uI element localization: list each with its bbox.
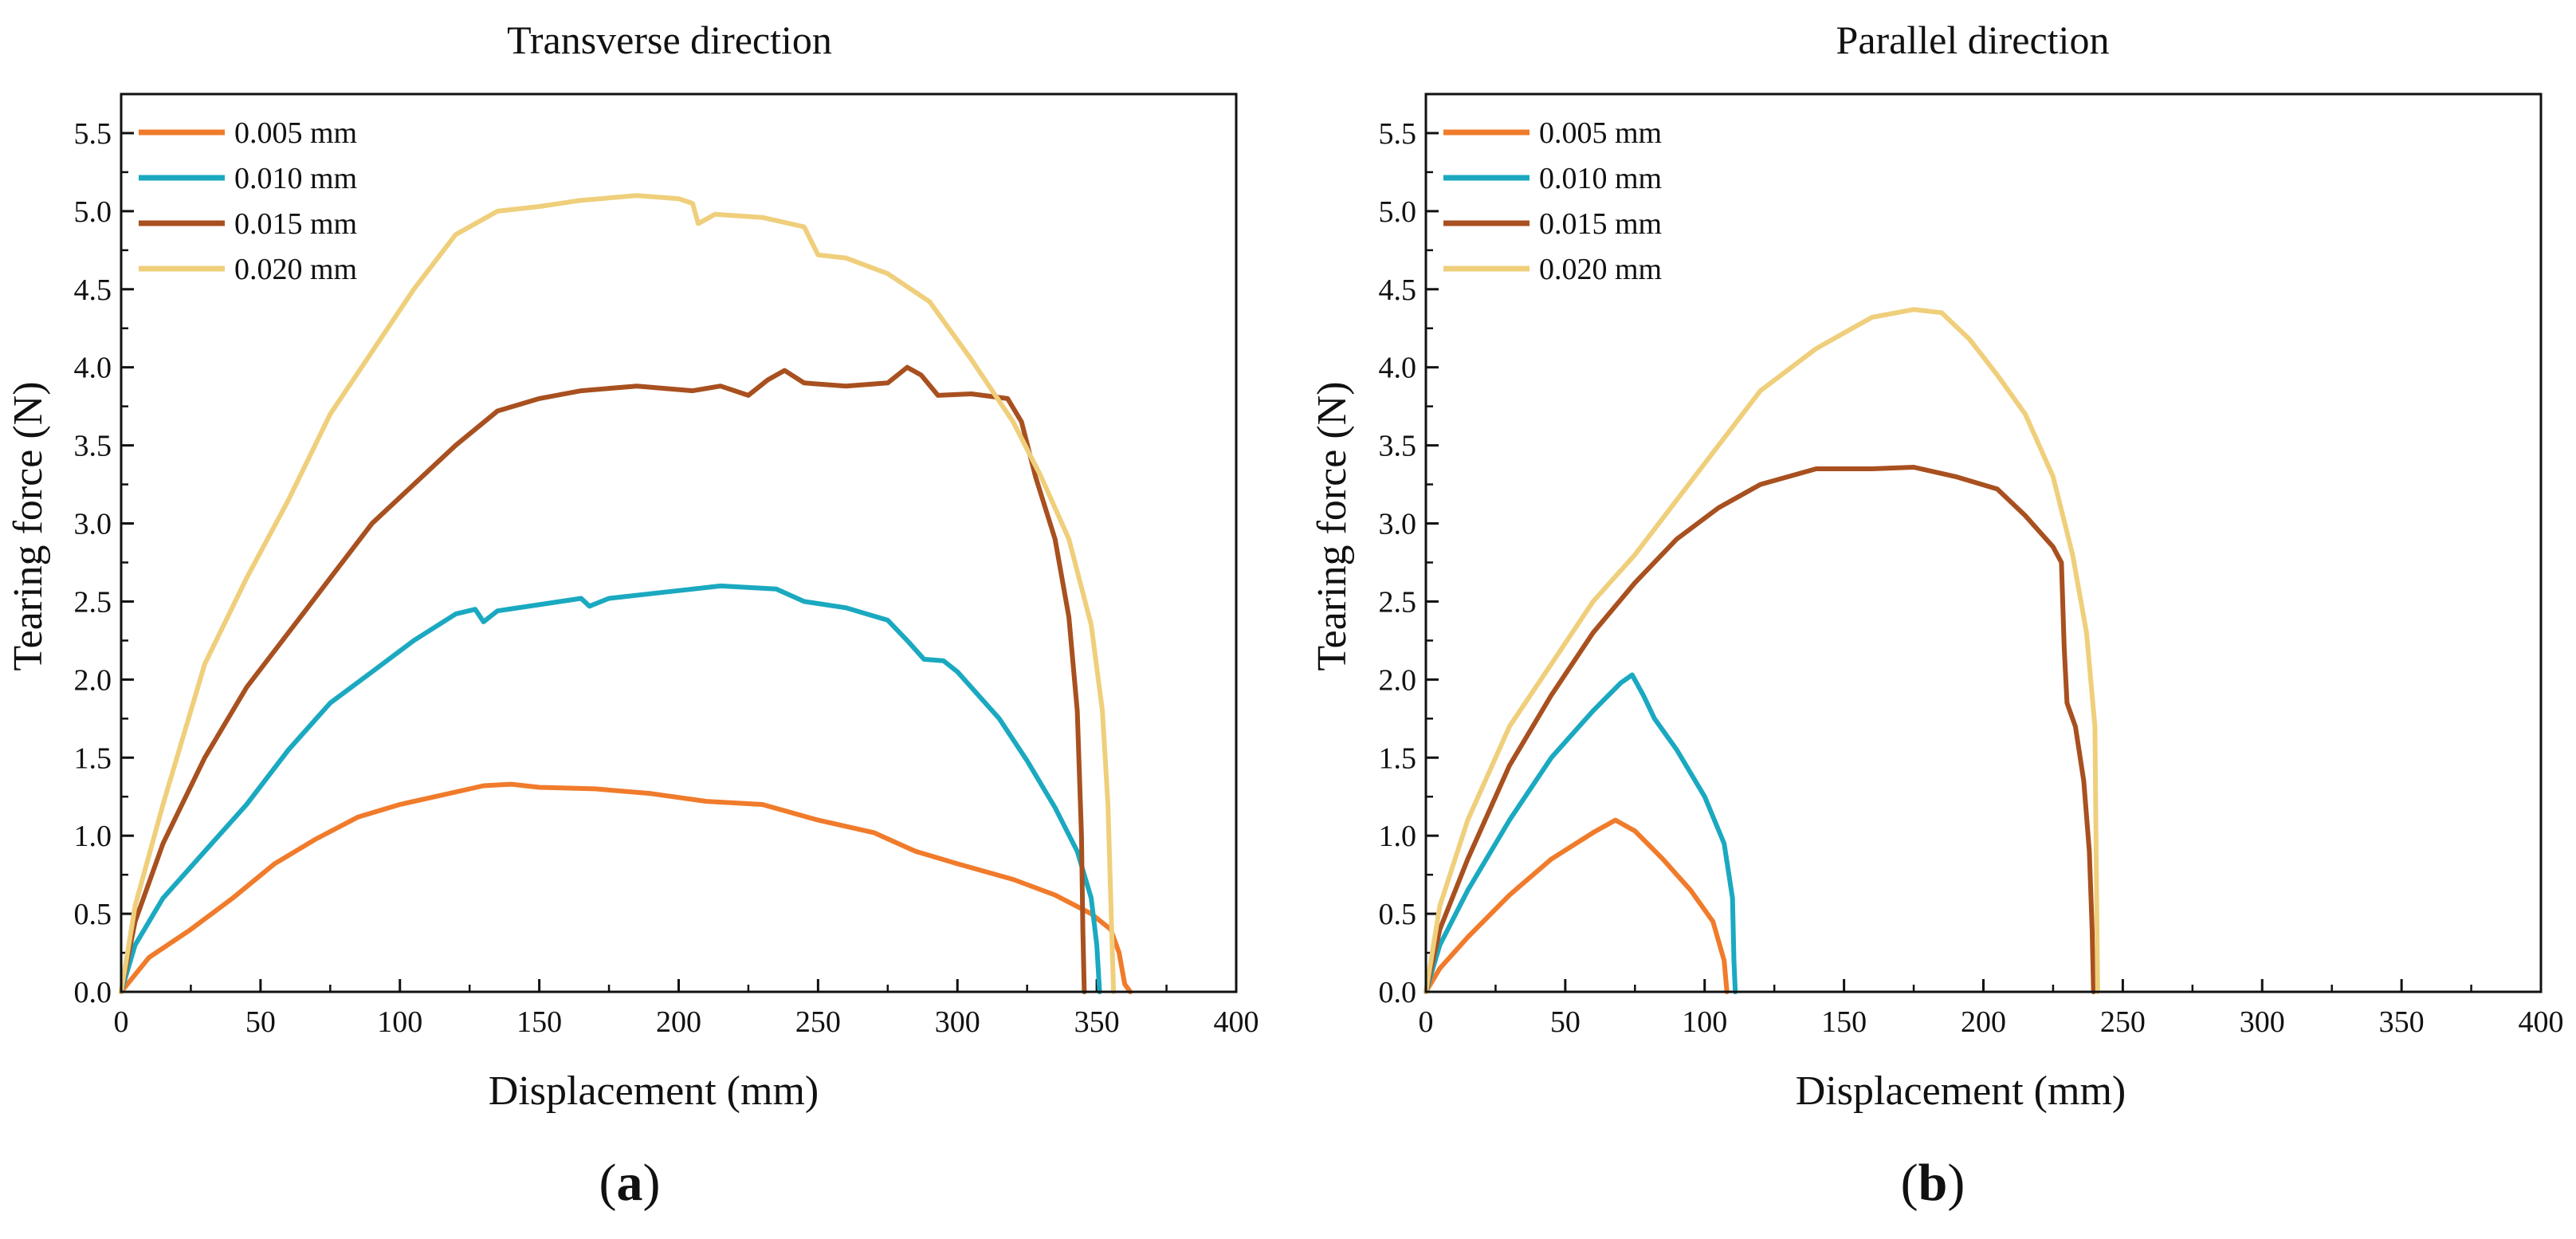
y-tick-label: 5.5 bbox=[1379, 117, 1417, 151]
y-tick-label: 0.5 bbox=[1379, 898, 1417, 931]
y-tick-label: 2.0 bbox=[1379, 663, 1417, 697]
series-line bbox=[119, 364, 1087, 994]
y-tick-label: 3.0 bbox=[1379, 508, 1417, 541]
x-tick-label: 100 bbox=[1682, 1005, 1727, 1039]
y-tick-label: 3.5 bbox=[1379, 430, 1417, 463]
series-line bbox=[119, 781, 1133, 994]
legend-label: 0.020 mm bbox=[234, 253, 357, 286]
y-tick-label: 2.5 bbox=[1379, 585, 1417, 619]
y-tick-label: 5.0 bbox=[1379, 195, 1417, 229]
y-tick-label: 4.0 bbox=[74, 352, 112, 385]
legend-label: 0.005 mm bbox=[1539, 116, 1662, 150]
x-tick-label: 350 bbox=[1074, 1005, 1120, 1039]
x-tick-label: 200 bbox=[656, 1005, 701, 1039]
plot-area-frame bbox=[1424, 92, 2543, 993]
legend-label: 0.010 mm bbox=[234, 162, 357, 195]
legend: 0.005 mm 0.010 mm 0.015 mm 0.020 mm bbox=[139, 116, 357, 286]
y-axis-label: Tearing force (N) bbox=[6, 381, 51, 671]
legend-label: 0.015 mm bbox=[234, 207, 357, 241]
x-tick-label: 300 bbox=[2240, 1005, 2285, 1039]
y-tick-label: 3.5 bbox=[74, 430, 112, 463]
series-line bbox=[119, 583, 1102, 994]
chart-title: Parallel direction bbox=[1836, 18, 2110, 62]
chart-title: Transverse direction bbox=[507, 18, 832, 62]
y-tick-label: 1.0 bbox=[74, 820, 112, 853]
x-axis-label: Displacement (mm) bbox=[489, 1068, 819, 1114]
panel-label: (a) bbox=[599, 1154, 661, 1212]
legend-label: 0.005 mm bbox=[234, 116, 357, 150]
series-line bbox=[1423, 817, 1730, 994]
x-tick-label: 250 bbox=[2100, 1005, 2146, 1039]
x-tick-label: 150 bbox=[516, 1005, 562, 1039]
x-tick-label: 150 bbox=[1821, 1005, 1867, 1039]
x-tick-label: 400 bbox=[1214, 1005, 1259, 1039]
series-line bbox=[1423, 672, 1738, 994]
legend-label: 0.015 mm bbox=[1539, 207, 1662, 241]
y-tick-label: 0.0 bbox=[1379, 976, 1417, 1009]
y-tick-label: 4.5 bbox=[1379, 273, 1417, 307]
x-tick-label: 250 bbox=[795, 1005, 841, 1039]
y-tick-label: 2.5 bbox=[74, 585, 112, 619]
x-tick-label: 50 bbox=[245, 1005, 276, 1039]
chart-panel-parallel: Parallel direction Displacement (mm) Tea… bbox=[1310, 18, 2564, 1212]
plot-area-frame bbox=[120, 92, 1238, 993]
x-axis-label: Displacement (mm) bbox=[1796, 1068, 2126, 1114]
y-tick-label: 1.5 bbox=[74, 741, 112, 775]
legend: 0.005 mm 0.010 mm 0.015 mm 0.020 mm bbox=[1443, 116, 1662, 286]
y-tick-label: 5.5 bbox=[74, 117, 112, 151]
series-line bbox=[1423, 307, 2100, 994]
y-tick-label: 1.5 bbox=[1379, 741, 1417, 775]
x-tick-label: 200 bbox=[1961, 1005, 2006, 1039]
legend-label: 0.020 mm bbox=[1539, 253, 1662, 286]
x-tick-label: 350 bbox=[2379, 1005, 2425, 1039]
x-tick-label: 0 bbox=[114, 1005, 129, 1039]
x-tick-label: 100 bbox=[377, 1005, 422, 1039]
y-tick-label: 4.0 bbox=[1379, 352, 1417, 385]
x-tick-label: 400 bbox=[2519, 1005, 2564, 1039]
series-line bbox=[1423, 465, 2096, 994]
y-tick-label: 2.0 bbox=[74, 663, 112, 697]
y-tick-label: 1.0 bbox=[1379, 820, 1417, 853]
x-tick-label: 300 bbox=[935, 1005, 980, 1039]
axis-ticks: 0 50 100 150 200 250 300 350 400 0.0 0.5 1.0 1.5 2.0 2… bbox=[74, 92, 1259, 1039]
y-tick-label: 5.0 bbox=[74, 195, 112, 229]
series-line bbox=[119, 193, 1117, 994]
panel-label: (b) bbox=[1901, 1154, 1965, 1212]
legend-label: 0.010 mm bbox=[1539, 162, 1662, 195]
chart-panel-transverse: Transverse direction Displacement (mm) T… bbox=[6, 18, 1259, 1212]
x-tick-label: 0 bbox=[1419, 1005, 1434, 1039]
series-layer bbox=[1423, 307, 2100, 994]
y-tick-label: 3.0 bbox=[74, 508, 112, 541]
y-tick-label: 4.5 bbox=[74, 273, 112, 307]
x-tick-label: 50 bbox=[1550, 1005, 1581, 1039]
series-layer bbox=[119, 193, 1133, 994]
y-axis-label: Tearing force (N) bbox=[1310, 381, 1355, 671]
y-tick-label: 0.5 bbox=[74, 898, 112, 931]
y-tick-label: 0.0 bbox=[74, 976, 112, 1009]
